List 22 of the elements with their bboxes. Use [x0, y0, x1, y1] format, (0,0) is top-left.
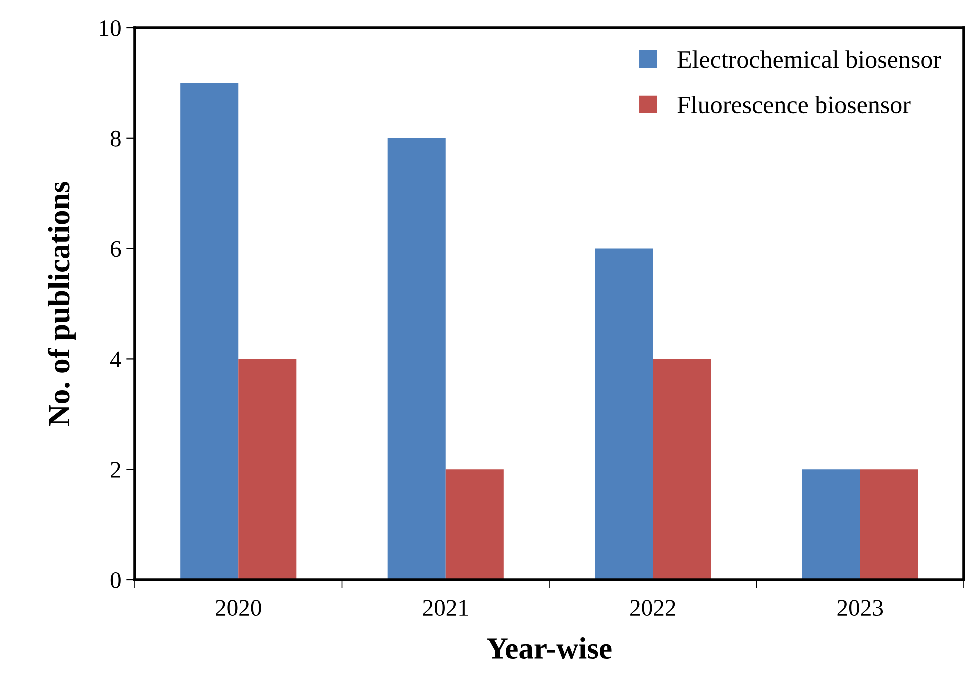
y-tick-label: 0: [110, 572, 121, 588]
y-tick-label: 10: [100, 20, 121, 36]
x-tick-label: 2020: [216, 600, 262, 616]
bar: [388, 138, 446, 580]
bar: [180, 83, 239, 580]
legend-label: Electrochemical biosensor: [678, 50, 942, 68]
y-tick-label: 8: [110, 130, 121, 147]
x-axis-title: Year-wise: [486, 638, 612, 660]
bar: [860, 470, 918, 580]
y-axis-title: No. of publications: [48, 182, 76, 426]
bar: [595, 248, 654, 580]
y-tick-label: 6: [111, 241, 122, 258]
x-tick-label: 2022: [630, 600, 676, 616]
x-tick-label: 2023: [838, 600, 884, 616]
legend-label: Fluorescence biosensor: [678, 96, 911, 114]
x-tick-label: 2021: [423, 600, 468, 616]
bar: [653, 359, 712, 580]
y-tick-label: 2: [111, 462, 121, 478]
bar: [238, 359, 297, 580]
bar: [446, 470, 504, 580]
y-tick-label: 4: [110, 352, 122, 368]
bar: [802, 470, 860, 580]
